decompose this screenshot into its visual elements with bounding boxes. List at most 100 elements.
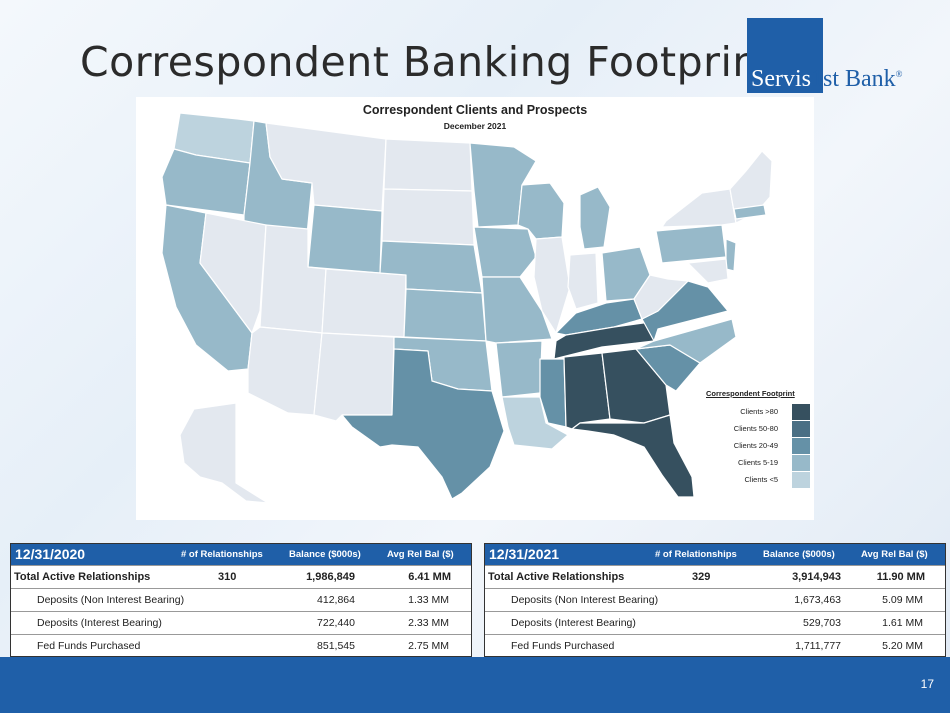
legend-swatch — [792, 404, 810, 420]
state-south-dakota — [381, 188, 475, 246]
col-avg: Avg Rel Bal ($) — [861, 549, 928, 560]
state-north-dakota — [383, 138, 473, 192]
logo-part1: Servis — [751, 66, 811, 92]
table-row: Total Active Relationships 310 1,986,849… — [11, 565, 471, 588]
state-arkansas — [495, 340, 543, 398]
state-massachusetts — [733, 204, 767, 220]
state-arizona — [247, 326, 323, 416]
legend-item: Clients 5-19 — [706, 455, 816, 472]
state-pennsylvania — [655, 224, 727, 264]
state-wyoming — [307, 204, 383, 274]
legend-swatch — [792, 421, 810, 437]
table-2021: 12/31/2021 # of Relationships Balance ($… — [484, 543, 946, 657]
state-indiana — [567, 252, 599, 310]
row-label: Total Active Relationships — [488, 571, 625, 583]
legend-label: Clients <5 — [744, 475, 778, 484]
state-new-york — [661, 188, 737, 228]
legend-title: Correspondent Footprint — [706, 389, 795, 398]
state-missouri — [481, 276, 553, 344]
table-header: 12/31/2021 # of Relationships Balance ($… — [485, 544, 945, 565]
state-kansas — [403, 288, 487, 342]
row-balance: 529,703 — [803, 617, 841, 629]
legend-label: Clients >80 — [740, 407, 778, 416]
row-balance: 1,986,849 — [306, 571, 355, 583]
footer-bar: 17 — [0, 657, 950, 713]
map-title: Correspondent Clients and Prospects — [362, 103, 588, 117]
row-label: Deposits (Interest Bearing) — [37, 617, 162, 629]
logo-box — [747, 18, 823, 93]
col-balance: Balance ($000s) — [289, 549, 361, 560]
row-avg: 1.33 MM — [408, 594, 449, 606]
row-avg: 5.09 MM — [882, 594, 923, 606]
row-balance: 722,440 — [317, 617, 355, 629]
col-avg: Avg Rel Bal ($) — [387, 549, 454, 560]
table-header: 12/31/2020 # of Relationships Balance ($… — [11, 544, 471, 565]
state-new-mexico — [313, 332, 395, 422]
row-count: 310 — [218, 571, 237, 583]
row-label: Deposits (Non Interest Bearing) — [37, 594, 185, 606]
row-label: Deposits (Non Interest Bearing) — [511, 594, 659, 606]
legend-item: Clients 50-80 — [706, 421, 816, 438]
row-label: Deposits (Interest Bearing) — [511, 617, 636, 629]
state-florida — [571, 414, 695, 498]
logo-mark: ® — [895, 69, 903, 79]
table-date: 12/31/2020 — [15, 546, 86, 562]
row-balance: 3,914,943 — [792, 571, 841, 583]
state-alaska — [179, 402, 269, 504]
table-row: Deposits (Non Interest Bearing) 412,864 … — [11, 588, 471, 611]
legend-item: Clients >80 — [706, 404, 816, 421]
map-panel: Correspondent Clients and Prospects Dece… — [136, 97, 814, 520]
row-balance: 851,545 — [317, 640, 355, 652]
col-relationships: # of Relationships — [181, 549, 263, 560]
state-michigan — [579, 186, 611, 250]
row-avg: 5.20 MM — [882, 640, 923, 652]
table-2020: 12/31/2020 # of Relationships Balance ($… — [10, 543, 472, 657]
table-row: Deposits (Interest Bearing) 529,703 1.61… — [485, 611, 945, 634]
row-label: Fed Funds Purchased — [37, 640, 141, 652]
page-number: 17 — [920, 677, 934, 691]
table-row: Fed Funds Purchased 851,545 2.75 MM — [11, 634, 471, 657]
state-new-jersey — [725, 238, 737, 272]
map-subtitle: December 2021 — [443, 121, 507, 131]
table-row: Deposits (Non Interest Bearing) 1,673,46… — [485, 588, 945, 611]
row-label: Total Active Relationships — [14, 571, 151, 583]
state-colorado — [321, 268, 407, 338]
us-map — [161, 112, 773, 504]
row-balance: 1,673,463 — [794, 594, 841, 606]
table-row: Deposits (Interest Bearing) 722,440 2.33… — [11, 611, 471, 634]
col-relationships: # of Relationships — [655, 549, 737, 560]
legend-swatch — [792, 438, 810, 454]
row-count: 329 — [692, 571, 711, 583]
state-mississippi — [539, 358, 567, 428]
legend-item: Clients 20-49 — [706, 438, 816, 455]
table-row: Fed Funds Purchased 1,711,777 5.20 MM — [485, 634, 945, 657]
logo-part2: 1st Bank — [811, 66, 896, 92]
map-legend: Correspondent Footprint Clients >80 Clie… — [706, 389, 816, 489]
row-avg: 11.90 MM — [876, 571, 925, 583]
row-balance: 412,864 — [317, 594, 355, 606]
state-west-virginia — [633, 274, 689, 320]
legend-label: Clients 5-19 — [737, 458, 778, 467]
row-label: Fed Funds Purchased — [511, 640, 615, 652]
table-row: Total Active Relationships 329 3,914,943… — [485, 565, 945, 588]
state-north-carolina — [635, 318, 737, 364]
legend-label: Clients 50-80 — [733, 424, 778, 433]
state-nevada — [199, 212, 267, 334]
state-texas — [341, 348, 505, 500]
state-iowa — [473, 226, 537, 278]
legend-swatch — [792, 455, 810, 471]
col-balance: Balance ($000s) — [763, 549, 835, 560]
row-avg: 6.41 MM — [408, 571, 451, 583]
state-maryland — [687, 258, 729, 284]
logo-text: Servis1st Bank® — [751, 66, 903, 93]
legend-swatch — [792, 472, 810, 488]
row-balance: 1,711,777 — [795, 640, 841, 652]
legend-label: Clients 20-49 — [733, 441, 778, 450]
bank-logo: Servis1st Bank® — [747, 18, 937, 93]
slide-title: Correspondent Banking Footprint — [80, 38, 776, 86]
legend-item: Clients <5 — [706, 472, 816, 489]
table-date: 12/31/2021 — [489, 546, 560, 562]
row-avg: 2.75 MM — [408, 640, 449, 652]
row-avg: 2.33 MM — [408, 617, 449, 629]
row-avg: 1.61 MM — [882, 617, 923, 629]
